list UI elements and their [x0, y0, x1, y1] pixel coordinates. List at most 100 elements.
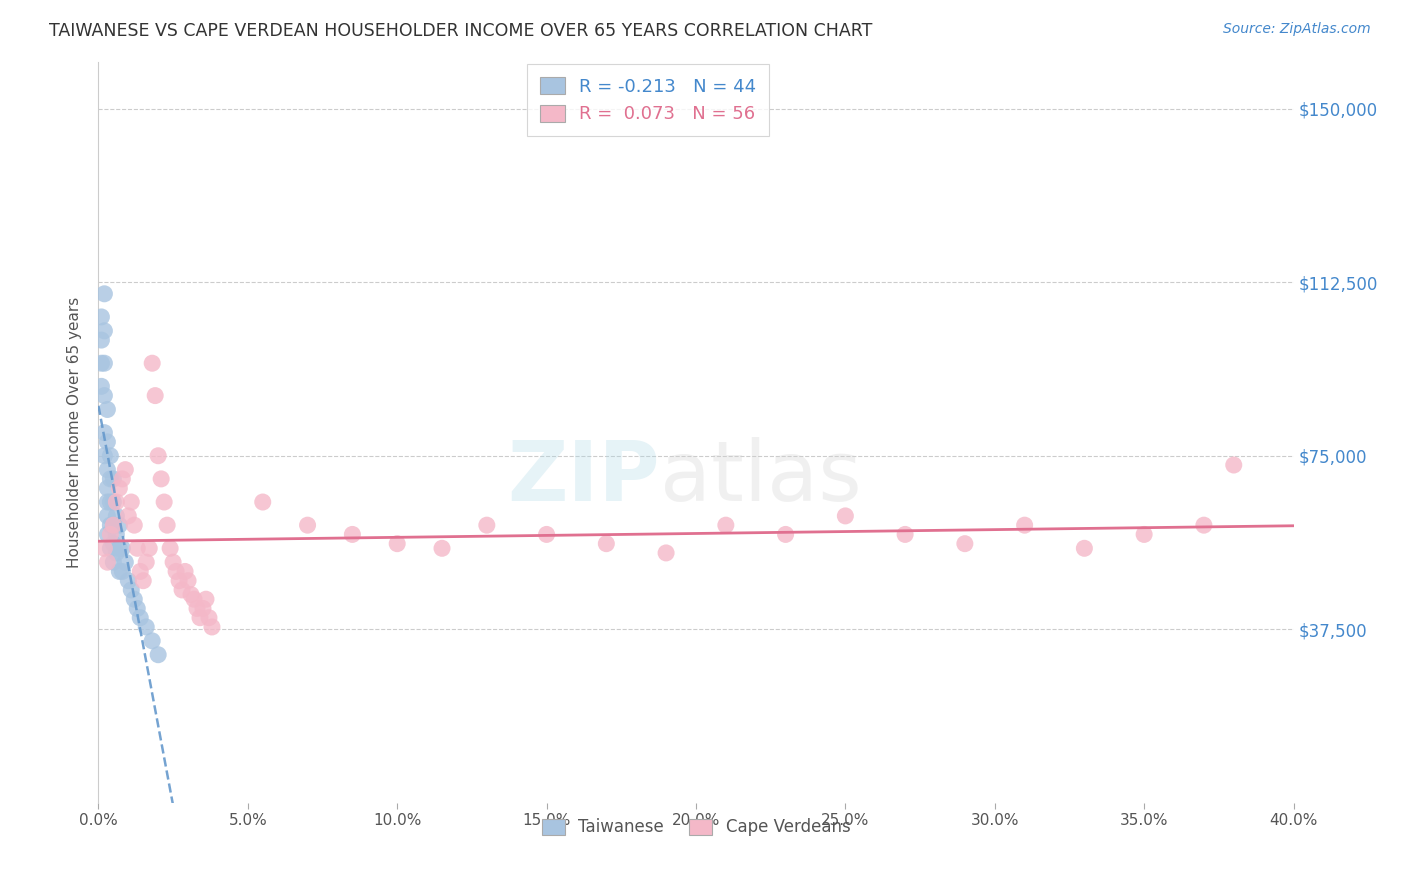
Point [93, 449, 115, 463]
Point [595, 536, 617, 550]
Point [105, 508, 128, 523]
Point [105, 527, 128, 541]
Point [129, 565, 152, 579]
Point [124, 592, 146, 607]
Point [188, 610, 211, 624]
Point [98, 527, 122, 541]
Point [93, 286, 115, 301]
Point [96, 481, 118, 495]
Point [201, 620, 224, 634]
Legend: Taiwanese, Cape Verdeans: Taiwanese, Cape Verdeans [531, 808, 860, 847]
Point [148, 449, 170, 463]
Point [156, 518, 179, 533]
Point [135, 620, 157, 634]
Point [127, 541, 149, 556]
Point [252, 495, 274, 509]
Point [96, 462, 118, 476]
Point [159, 541, 181, 556]
Point [103, 536, 125, 550]
Point [93, 541, 115, 556]
Point [98, 495, 122, 509]
Point [129, 610, 152, 624]
Point [111, 472, 134, 486]
Point [191, 601, 214, 615]
Point [148, 648, 170, 662]
Point [96, 434, 118, 449]
Point [108, 541, 131, 556]
Point [141, 356, 163, 370]
Point [174, 565, 197, 579]
Point [1073, 541, 1095, 556]
Point [108, 565, 131, 579]
Point [180, 588, 202, 602]
Point [111, 541, 134, 556]
Point [1192, 518, 1215, 533]
Point [177, 574, 200, 588]
Point [953, 536, 976, 550]
Point [143, 388, 166, 402]
Point [167, 574, 190, 588]
Point [1223, 458, 1246, 472]
Point [96, 527, 118, 541]
Text: ZIP: ZIP [508, 436, 661, 517]
Point [117, 508, 139, 523]
Point [165, 565, 187, 579]
Point [103, 518, 125, 533]
Point [103, 472, 125, 486]
Point [342, 527, 364, 541]
Point [90, 333, 112, 347]
Text: atlas: atlas [661, 436, 862, 517]
Point [105, 495, 128, 509]
Point [93, 425, 115, 440]
Point [198, 610, 221, 624]
Point [108, 518, 131, 533]
Point [162, 555, 184, 569]
Point [98, 449, 122, 463]
Point [98, 541, 122, 556]
Point [96, 555, 118, 569]
Point [430, 541, 453, 556]
Point [103, 555, 125, 569]
Point [111, 565, 134, 579]
Point [775, 527, 797, 541]
Point [153, 495, 176, 509]
Point [150, 472, 173, 486]
Point [120, 495, 142, 509]
Point [1133, 527, 1156, 541]
Point [834, 508, 856, 523]
Point [98, 472, 122, 486]
Point [894, 527, 917, 541]
Point [183, 592, 205, 607]
Point [103, 518, 125, 533]
Point [1014, 518, 1036, 533]
Point [103, 495, 125, 509]
Y-axis label: Householder Income Over 65 years: Householder Income Over 65 years [67, 297, 83, 568]
Point [120, 582, 142, 597]
Point [96, 508, 118, 523]
Point [132, 574, 155, 588]
Point [93, 388, 115, 402]
Point [90, 379, 112, 393]
Point [96, 402, 118, 417]
Point [114, 555, 136, 569]
Point [124, 518, 146, 533]
Point [141, 633, 163, 648]
Point [114, 462, 136, 476]
Point [117, 574, 139, 588]
Text: TAIWANESE VS CAPE VERDEAN HOUSEHOLDER INCOME OVER 65 YEARS CORRELATION CHART: TAIWANESE VS CAPE VERDEAN HOUSEHOLDER IN… [49, 22, 873, 40]
Point [105, 546, 128, 560]
Point [93, 356, 115, 370]
Point [186, 601, 208, 615]
Point [536, 527, 558, 541]
Point [93, 324, 115, 338]
Text: Source: ZipAtlas.com: Source: ZipAtlas.com [1223, 22, 1371, 37]
Point [98, 518, 122, 533]
Point [475, 518, 498, 533]
Point [297, 518, 319, 533]
Point [138, 541, 160, 556]
Point [714, 518, 737, 533]
Point [172, 582, 194, 597]
Point [655, 546, 678, 560]
Point [195, 592, 218, 607]
Point [108, 481, 131, 495]
